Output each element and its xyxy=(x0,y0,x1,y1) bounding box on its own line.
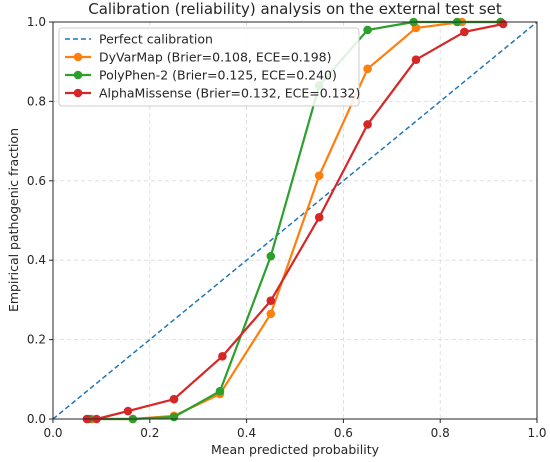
data-point xyxy=(169,412,179,422)
reference-layer xyxy=(52,21,538,420)
legend-marker xyxy=(73,52,83,62)
legend-box xyxy=(58,27,360,107)
legend-entry: AlphaMissense (Brier=0.132, ECE=0.132) xyxy=(65,86,360,101)
axis-ticks: 0.0 0.2 0.4 0.6 0.8 1.0 0.0 0.2 0.4 0.6 0.8 1.0 xyxy=(27,15,547,440)
chart-title: Calibration (reliability) analysis on th… xyxy=(88,0,502,18)
x-tick-label: 0.6 xyxy=(334,426,353,440)
legend-marker xyxy=(73,88,83,98)
data-point xyxy=(123,406,133,416)
x-tick-label: 0.8 xyxy=(431,426,450,440)
x-tick-label: 0.2 xyxy=(140,426,159,440)
legend-entry: Perfect calibration xyxy=(65,32,213,47)
y-tick-label: 0.4 xyxy=(27,253,46,267)
x-tick-label: 1.0 xyxy=(527,426,546,440)
y-axis-title: Empirical pathogenic fraction xyxy=(6,128,21,312)
perfect-calibration-line xyxy=(52,21,538,420)
y-tick-label: 0.8 xyxy=(27,94,46,108)
y-tick-label: 0.2 xyxy=(27,333,46,347)
y-tick-label: 0.6 xyxy=(27,174,46,188)
x-tick-label: 0.0 xyxy=(43,426,62,440)
legend: Perfect calibration DyVarMap (Brier=0.108… xyxy=(58,27,360,107)
data-point xyxy=(215,386,225,396)
legend-label: AlphaMissense (Brier=0.132, ECE=0.132) xyxy=(99,86,360,101)
series-2 xyxy=(82,19,508,424)
legend-marker xyxy=(73,70,83,80)
data-point xyxy=(266,309,276,319)
legend-label: Perfect calibration xyxy=(99,32,213,47)
data-point xyxy=(218,351,227,361)
x-axis-title: Mean predicted probability xyxy=(211,442,380,457)
legend-entry: PolyPhen-2 (Brier=0.125, ECE=0.240) xyxy=(65,68,337,83)
data-point xyxy=(411,55,421,65)
data-point xyxy=(498,19,508,29)
data-point xyxy=(314,171,324,180)
plot-frame xyxy=(52,21,538,420)
data-point xyxy=(363,25,372,35)
data-point xyxy=(460,27,469,37)
data-point xyxy=(363,120,372,129)
x-tick-label: 0.4 xyxy=(237,426,256,440)
data-point xyxy=(266,296,276,305)
legend-entry: DyVarMap (Brier=0.108, ECE=0.198) xyxy=(65,50,332,65)
data-point xyxy=(314,213,324,222)
data-point xyxy=(363,64,372,74)
legend-label: PolyPhen-2 (Brier=0.125, ECE=0.240) xyxy=(99,68,337,83)
data-point xyxy=(169,394,179,404)
y-tick-label: 1.0 xyxy=(27,15,46,29)
data-point xyxy=(266,251,276,261)
legend-label: DyVarMap (Brier=0.108, ECE=0.198) xyxy=(99,50,332,65)
y-tick-label: 0.0 xyxy=(27,412,46,426)
